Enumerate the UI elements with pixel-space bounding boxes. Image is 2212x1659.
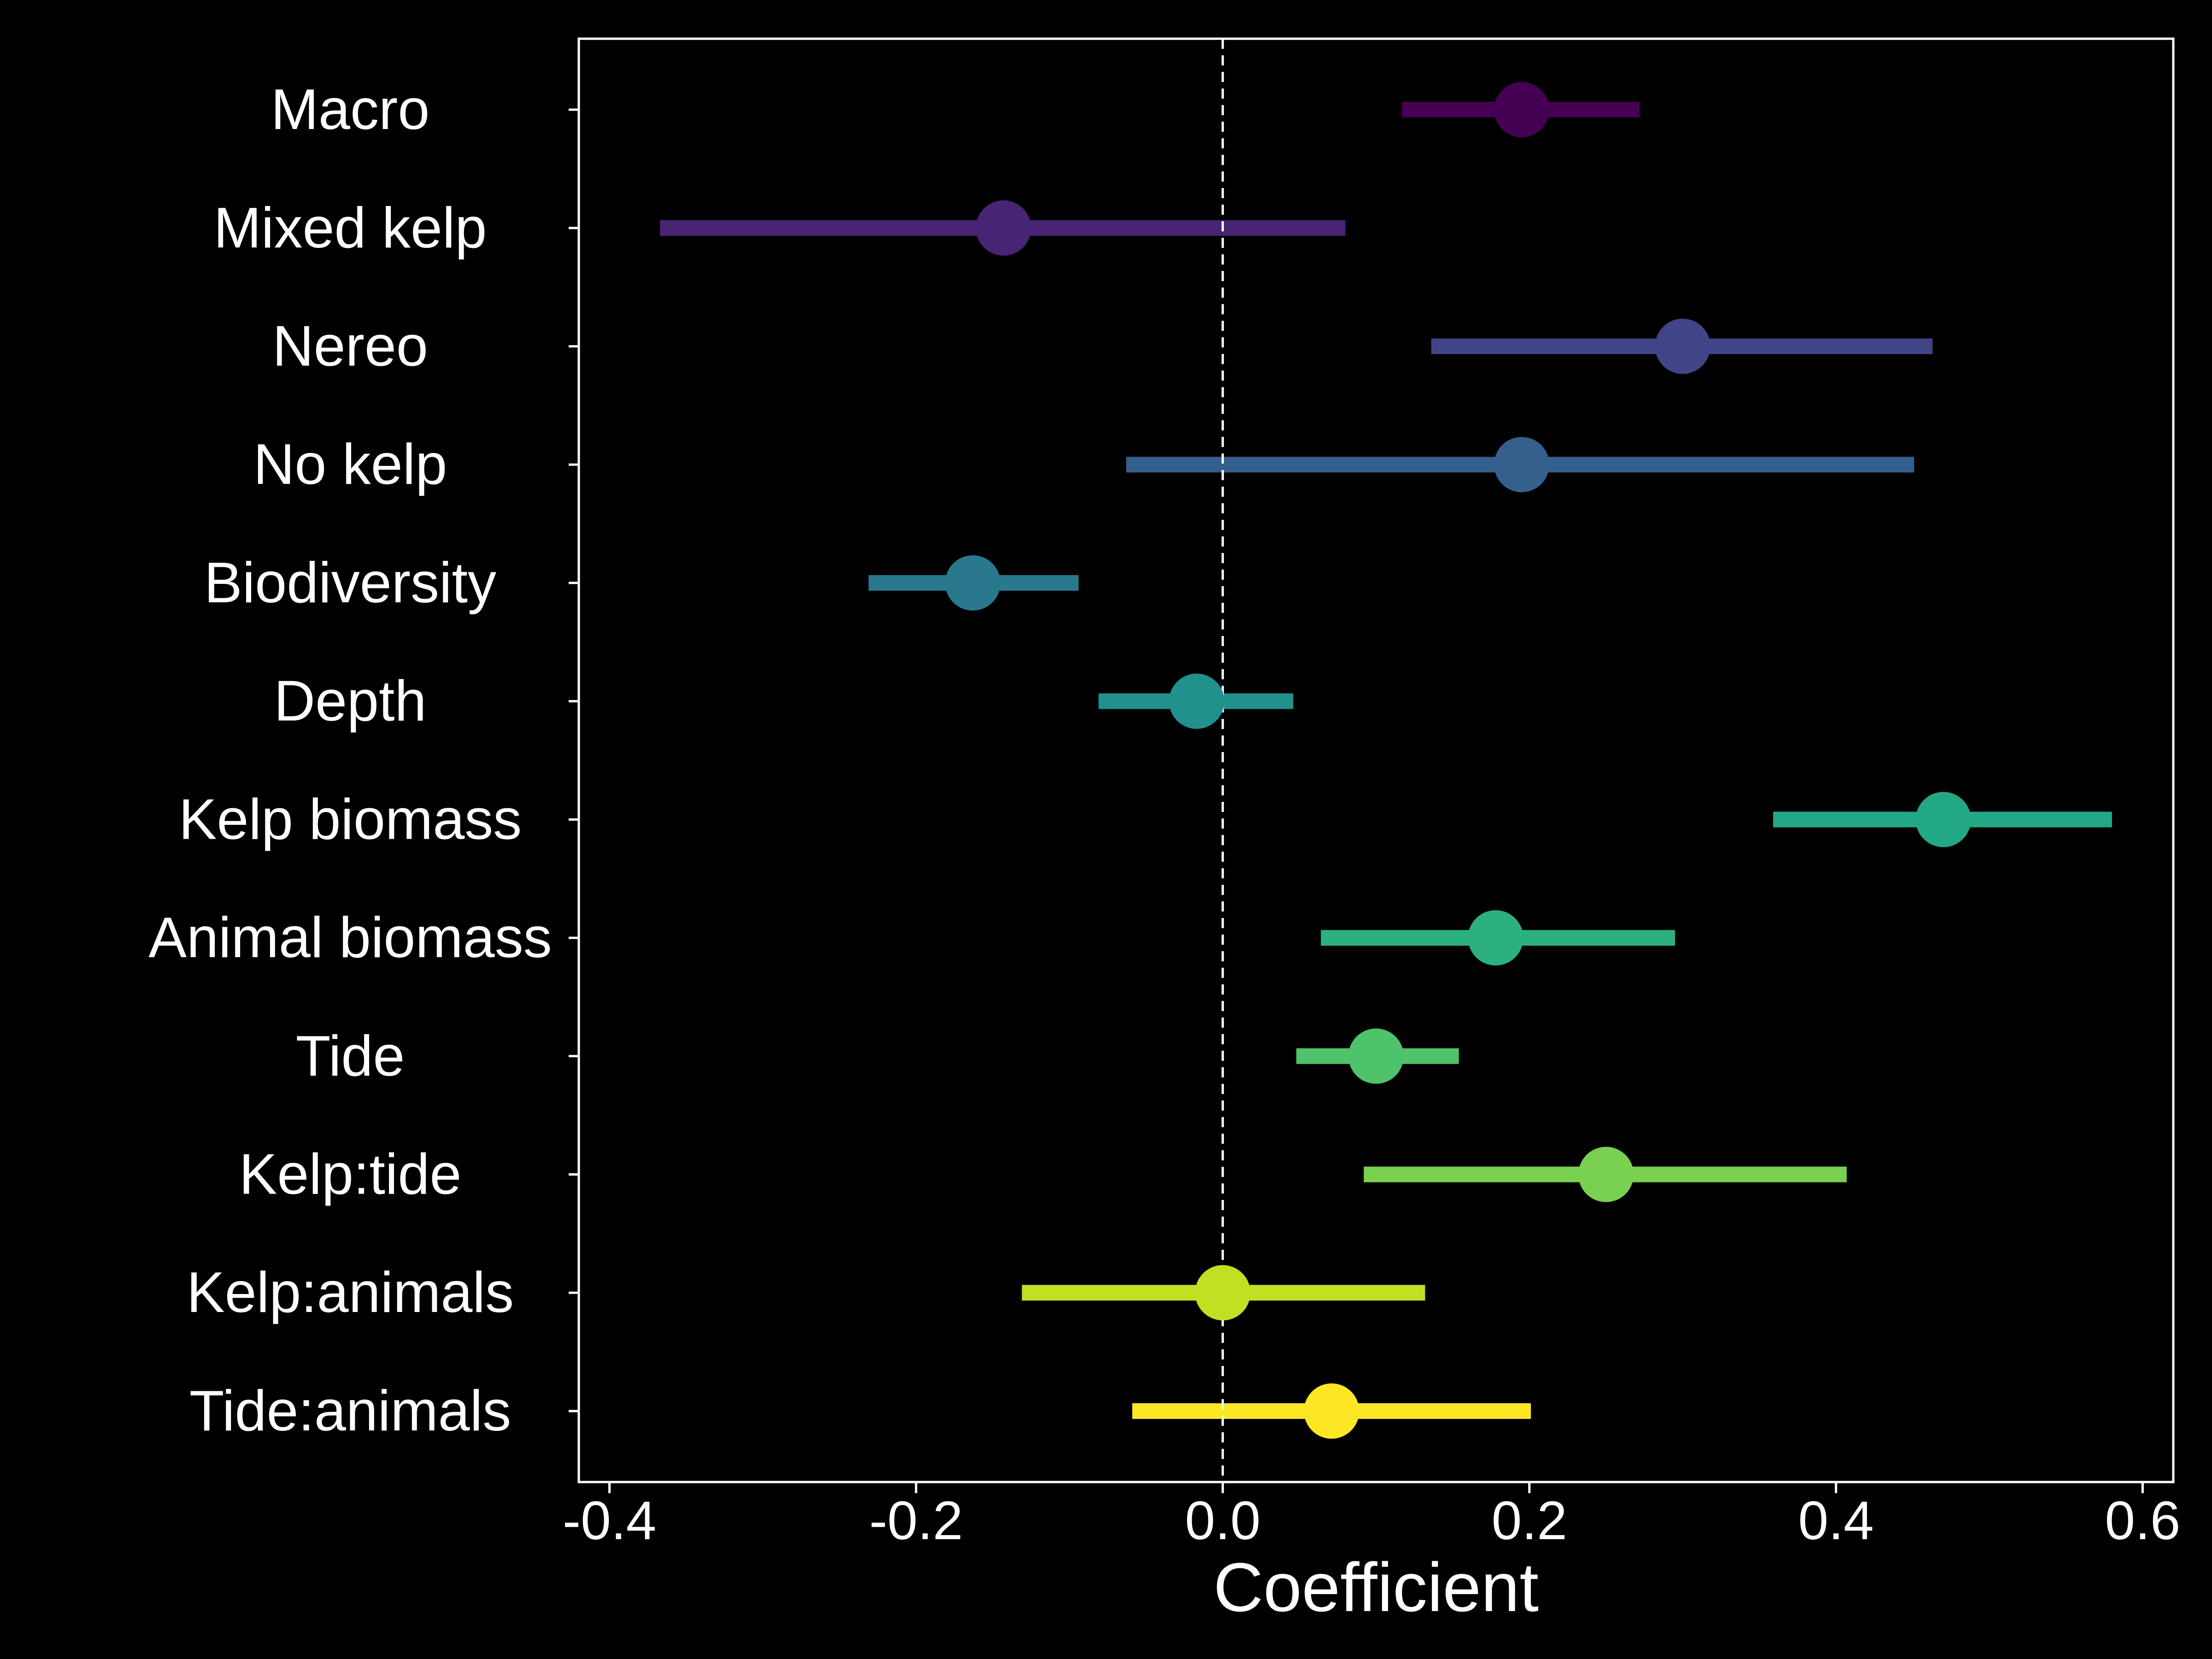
x-axis-tick-labels: -0.4 -0.2 0.0 0.2 0.4 0.6 xyxy=(563,1490,2181,1551)
x-tick-label: -0.2 xyxy=(869,1490,963,1551)
point-tide xyxy=(1348,1028,1404,1084)
point-animal-biomass xyxy=(1468,910,1524,966)
category-label-biodiversity: Biodiversity xyxy=(204,551,496,615)
x-tick-label: 0.4 xyxy=(1798,1490,1874,1551)
point-macro xyxy=(1494,82,1550,138)
x-tick-label: 0.0 xyxy=(1185,1490,1260,1551)
category-label-kelp-biomass: Kelp biomass xyxy=(179,788,522,851)
point-kelp-biomass xyxy=(1915,792,1971,847)
category-label-animal-biomass: Animal biomass xyxy=(148,906,552,970)
category-label-tide: Tide xyxy=(296,1024,405,1088)
x-tick-label: -0.4 xyxy=(563,1490,656,1551)
point-mixed-kelp xyxy=(976,200,1031,256)
plot-frame xyxy=(577,37,2175,1483)
y-axis-ticks xyxy=(569,108,579,1412)
point-estimates xyxy=(945,82,1971,1439)
point-kelp-tide xyxy=(1578,1147,1634,1202)
category-label-tide-animals: Tide:animals xyxy=(189,1379,511,1443)
point-nereo xyxy=(1655,318,1711,374)
category-label-mixed-kelp: Mixed kelp xyxy=(214,196,487,260)
x-axis-ticks xyxy=(608,1482,2144,1493)
category-label-kelp-animals: Kelp:animals xyxy=(187,1261,514,1324)
point-depth xyxy=(1169,673,1224,729)
category-label-no-kelp: No kelp xyxy=(253,433,447,496)
point-tide-animals xyxy=(1304,1383,1359,1439)
category-label-kelp-tide: Kelp:tide xyxy=(239,1143,462,1206)
point-biodiversity xyxy=(945,555,1001,611)
category-label-macro: Macro xyxy=(271,78,430,141)
category-label-depth: Depth xyxy=(274,670,427,733)
x-tick-label: 0.6 xyxy=(2105,1490,2180,1551)
category-label-nereo: Nereo xyxy=(272,314,428,378)
x-tick-label: 0.2 xyxy=(1492,1490,1567,1551)
y-axis-category-labels: Macro Mixed kelp Nereo No kelp Biodiversity D… xyxy=(148,78,552,1443)
point-kelp-animals xyxy=(1195,1265,1251,1321)
x-axis-title: Coefficient xyxy=(1213,1548,1539,1626)
point-no-kelp xyxy=(1494,437,1550,493)
